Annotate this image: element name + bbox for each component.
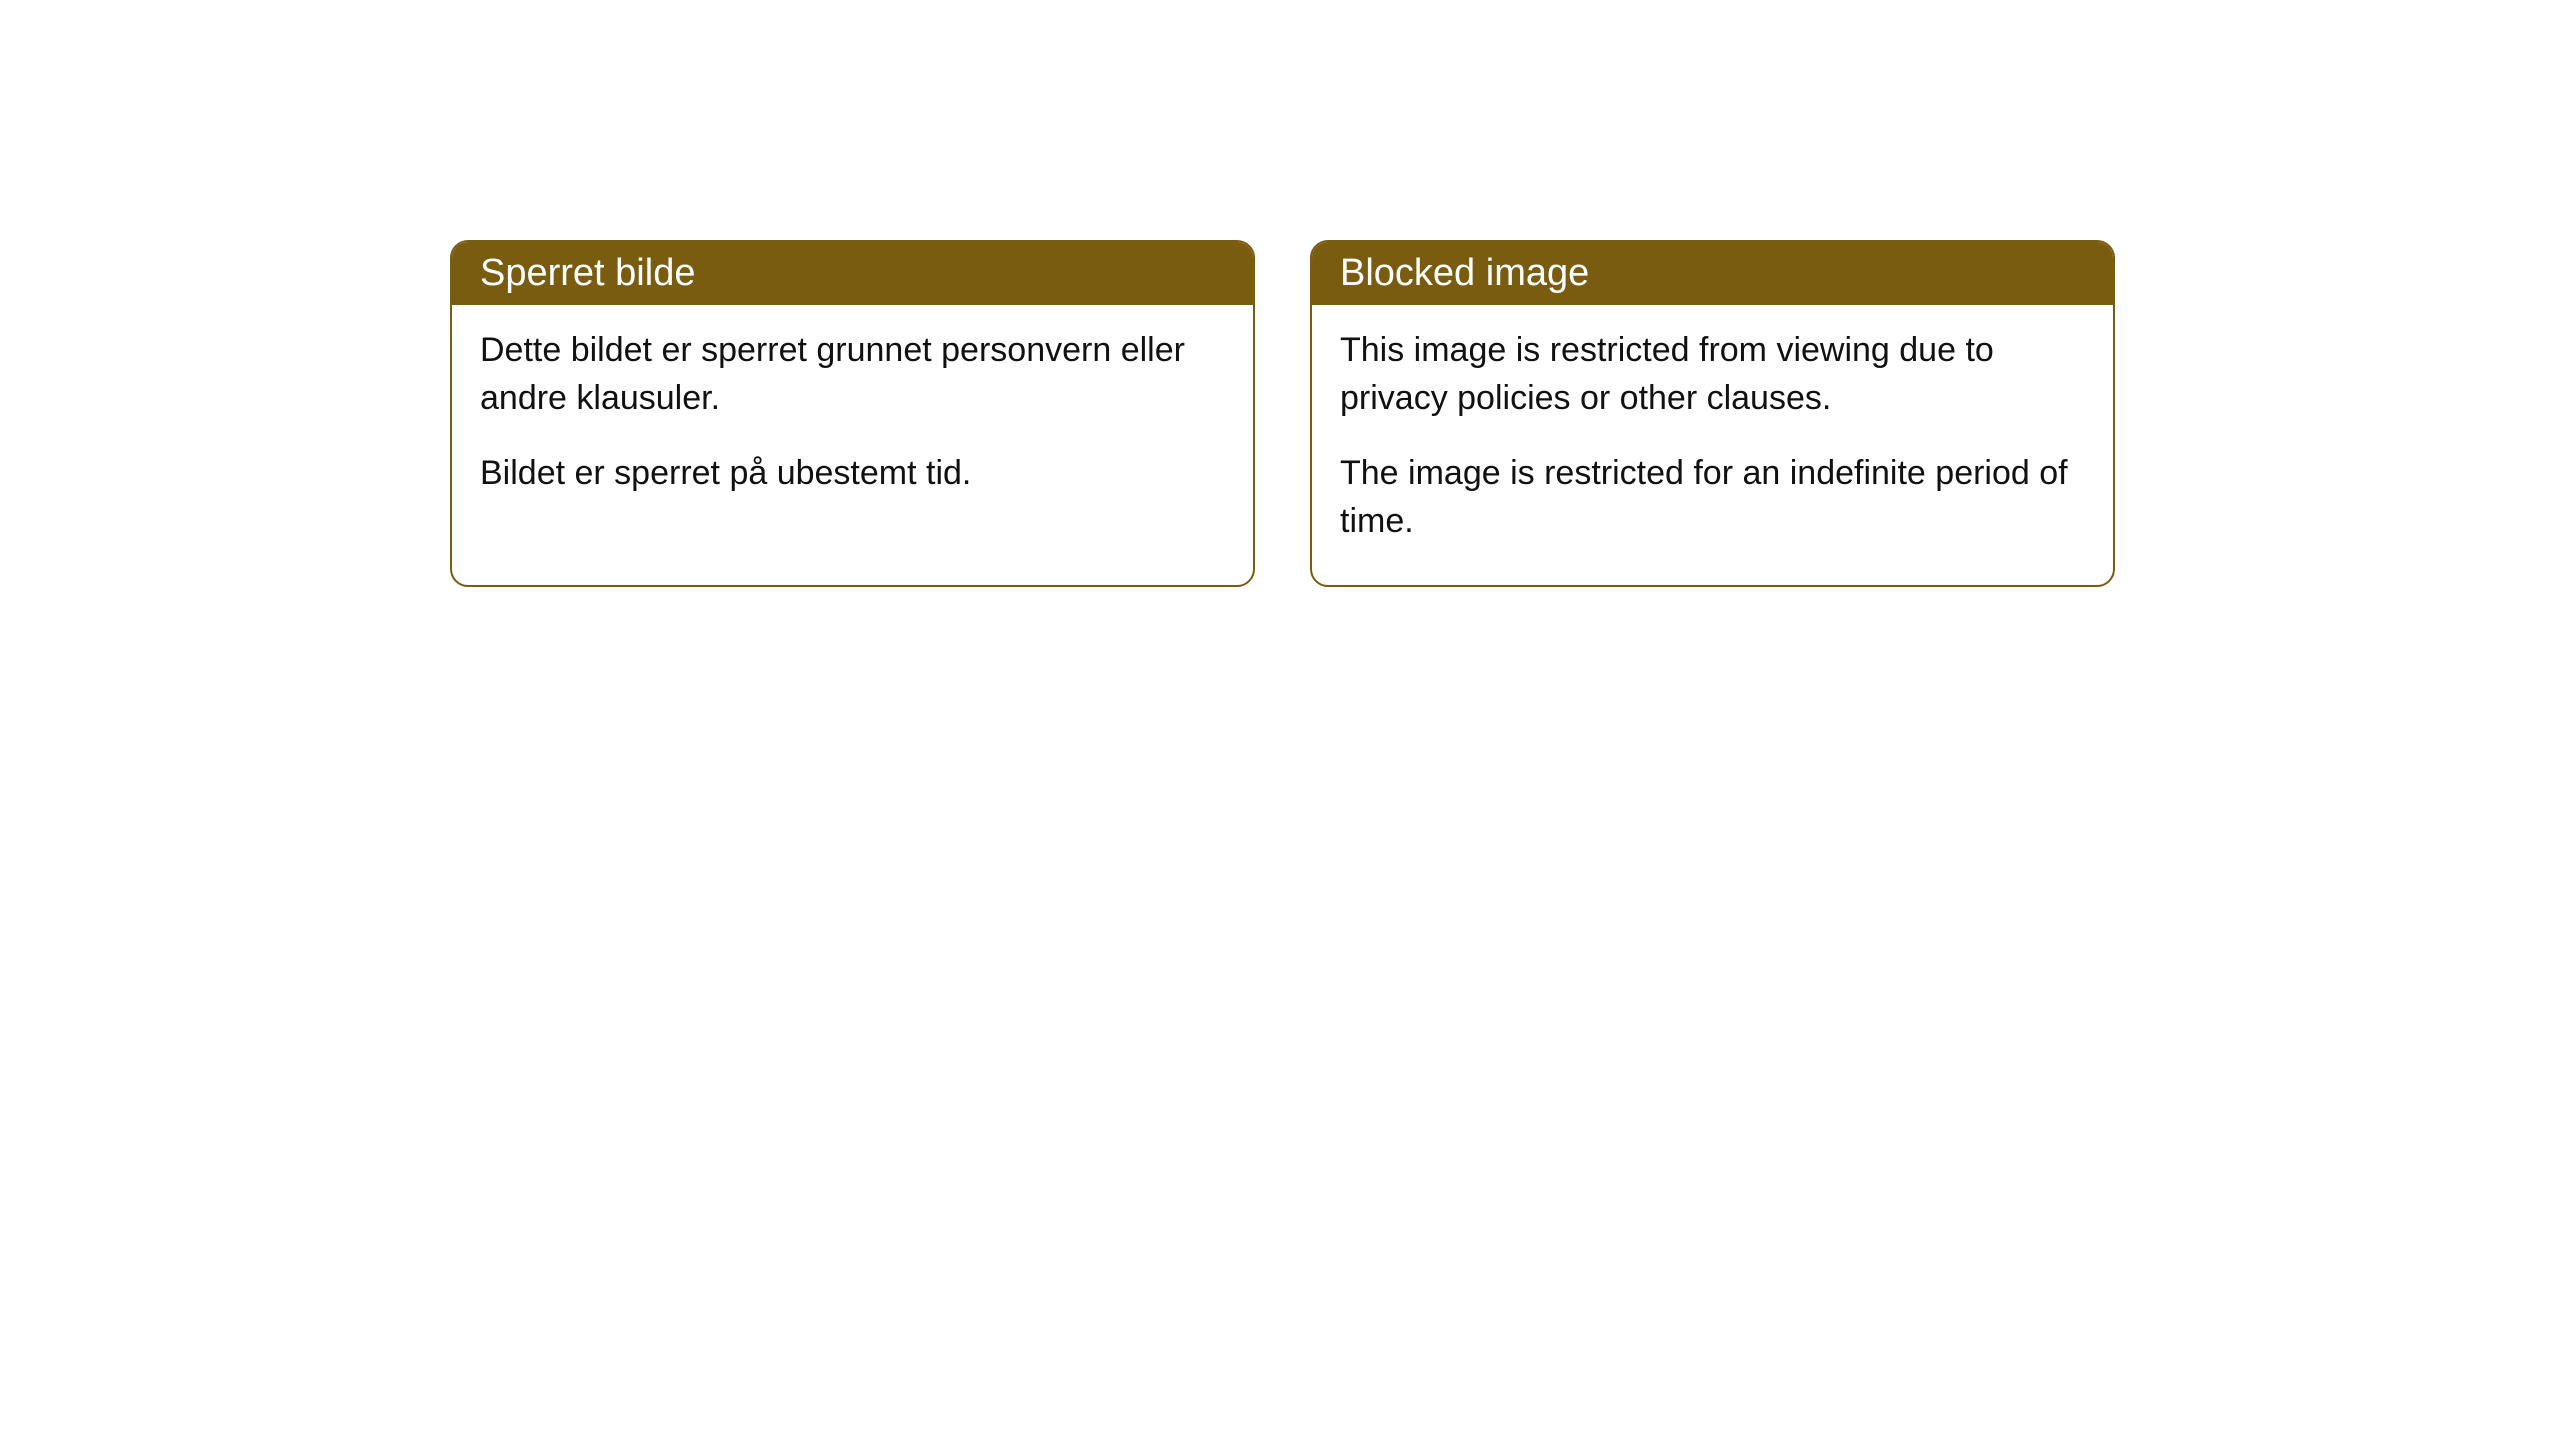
card-body-norwegian: Dette bildet er sperret grunnet personve… <box>452 305 1253 538</box>
card-title: Sperret bilde <box>480 252 695 294</box>
card-header-norwegian: Sperret bilde <box>452 242 1253 305</box>
blocked-image-card-norwegian: Sperret bilde Dette bildet er sperret gr… <box>450 240 1255 587</box>
card-body-english: This image is restricted from viewing du… <box>1312 305 2113 585</box>
card-header-english: Blocked image <box>1312 242 2113 305</box>
card-paragraph-2: Bildet er sperret på ubestemt tid. <box>480 450 1225 498</box>
card-paragraph-1: Dette bildet er sperret grunnet personve… <box>480 327 1225 422</box>
blocked-image-card-english: Blocked image This image is restricted f… <box>1310 240 2115 587</box>
card-paragraph-1: This image is restricted from viewing du… <box>1340 327 2085 422</box>
card-title: Blocked image <box>1340 252 1589 294</box>
card-paragraph-2: The image is restricted for an indefinit… <box>1340 450 2085 545</box>
notice-cards-container: Sperret bilde Dette bildet er sperret gr… <box>450 240 2115 587</box>
